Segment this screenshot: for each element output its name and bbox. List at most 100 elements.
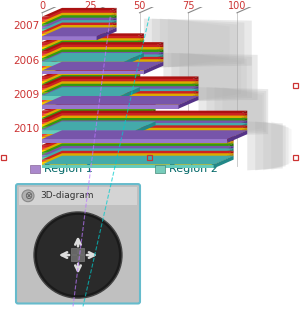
Polygon shape <box>178 91 198 102</box>
Polygon shape <box>42 18 117 26</box>
Polygon shape <box>42 128 247 137</box>
Polygon shape <box>42 52 163 61</box>
Polygon shape <box>42 137 227 139</box>
Bar <box>71 255 77 261</box>
Polygon shape <box>124 48 144 59</box>
Polygon shape <box>97 15 117 26</box>
Polygon shape <box>152 19 244 67</box>
Text: Region 1: Region 1 <box>44 164 93 174</box>
Polygon shape <box>42 123 247 132</box>
Polygon shape <box>136 119 156 130</box>
Text: 3D-diagram: 3D-diagram <box>40 191 94 200</box>
Polygon shape <box>222 87 262 136</box>
Polygon shape <box>214 146 234 157</box>
Polygon shape <box>178 86 198 97</box>
Polygon shape <box>179 53 247 102</box>
Polygon shape <box>42 31 97 34</box>
Polygon shape <box>42 72 140 81</box>
Polygon shape <box>97 8 117 19</box>
Polygon shape <box>42 50 163 58</box>
Bar <box>30 165 40 173</box>
Polygon shape <box>42 46 144 54</box>
Polygon shape <box>136 114 156 126</box>
Polygon shape <box>124 38 144 50</box>
Polygon shape <box>42 114 156 123</box>
Text: 2009: 2009 <box>13 90 39 100</box>
Polygon shape <box>42 29 97 31</box>
Polygon shape <box>42 119 156 128</box>
Polygon shape <box>120 80 140 91</box>
Polygon shape <box>42 165 214 169</box>
Polygon shape <box>214 136 234 147</box>
Polygon shape <box>42 130 136 134</box>
Polygon shape <box>42 113 247 122</box>
Text: 25: 25 <box>85 1 97 11</box>
Polygon shape <box>42 36 144 45</box>
Polygon shape <box>143 57 163 68</box>
Bar <box>78 248 84 254</box>
Polygon shape <box>42 86 198 95</box>
Polygon shape <box>42 57 163 66</box>
Polygon shape <box>42 155 214 157</box>
Bar <box>293 83 298 88</box>
Polygon shape <box>227 121 247 132</box>
Polygon shape <box>136 109 156 121</box>
Polygon shape <box>214 148 234 160</box>
Polygon shape <box>42 90 178 93</box>
Polygon shape <box>42 123 136 126</box>
Polygon shape <box>198 87 268 136</box>
Polygon shape <box>42 63 143 66</box>
Polygon shape <box>42 27 117 36</box>
Polygon shape <box>124 53 144 66</box>
Bar <box>19 187 137 205</box>
Polygon shape <box>42 80 140 89</box>
Polygon shape <box>136 122 156 134</box>
Polygon shape <box>120 87 140 100</box>
Polygon shape <box>120 75 140 86</box>
Polygon shape <box>42 22 117 31</box>
Polygon shape <box>255 122 286 170</box>
Polygon shape <box>97 18 117 29</box>
Polygon shape <box>42 118 136 121</box>
Polygon shape <box>42 141 234 150</box>
Polygon shape <box>42 84 120 86</box>
Polygon shape <box>144 19 252 67</box>
Polygon shape <box>143 52 163 63</box>
Polygon shape <box>42 97 178 100</box>
Polygon shape <box>42 17 97 19</box>
Polygon shape <box>136 104 156 115</box>
Text: 2007: 2007 <box>13 22 39 32</box>
Polygon shape <box>143 62 163 74</box>
Polygon shape <box>42 34 97 36</box>
Polygon shape <box>120 70 140 81</box>
Polygon shape <box>42 122 227 125</box>
Polygon shape <box>42 67 140 76</box>
Polygon shape <box>178 94 198 105</box>
Polygon shape <box>143 59 163 70</box>
Polygon shape <box>42 24 97 26</box>
Polygon shape <box>42 53 144 62</box>
Polygon shape <box>42 143 234 152</box>
Polygon shape <box>42 58 143 61</box>
Polygon shape <box>42 81 198 90</box>
Polygon shape <box>42 42 124 45</box>
Polygon shape <box>124 51 144 62</box>
Polygon shape <box>42 42 163 51</box>
Polygon shape <box>42 146 234 155</box>
Polygon shape <box>42 82 140 91</box>
Polygon shape <box>120 77 140 89</box>
Text: 75: 75 <box>182 1 195 11</box>
Polygon shape <box>42 94 120 96</box>
Polygon shape <box>42 107 156 115</box>
Polygon shape <box>42 145 214 147</box>
Polygon shape <box>42 68 143 70</box>
Polygon shape <box>42 152 214 155</box>
Polygon shape <box>163 53 258 102</box>
Polygon shape <box>42 116 156 126</box>
Polygon shape <box>42 22 97 24</box>
Polygon shape <box>227 115 247 127</box>
Text: 0: 0 <box>39 1 45 11</box>
Circle shape <box>22 190 34 202</box>
Polygon shape <box>42 85 140 94</box>
Polygon shape <box>42 93 178 95</box>
